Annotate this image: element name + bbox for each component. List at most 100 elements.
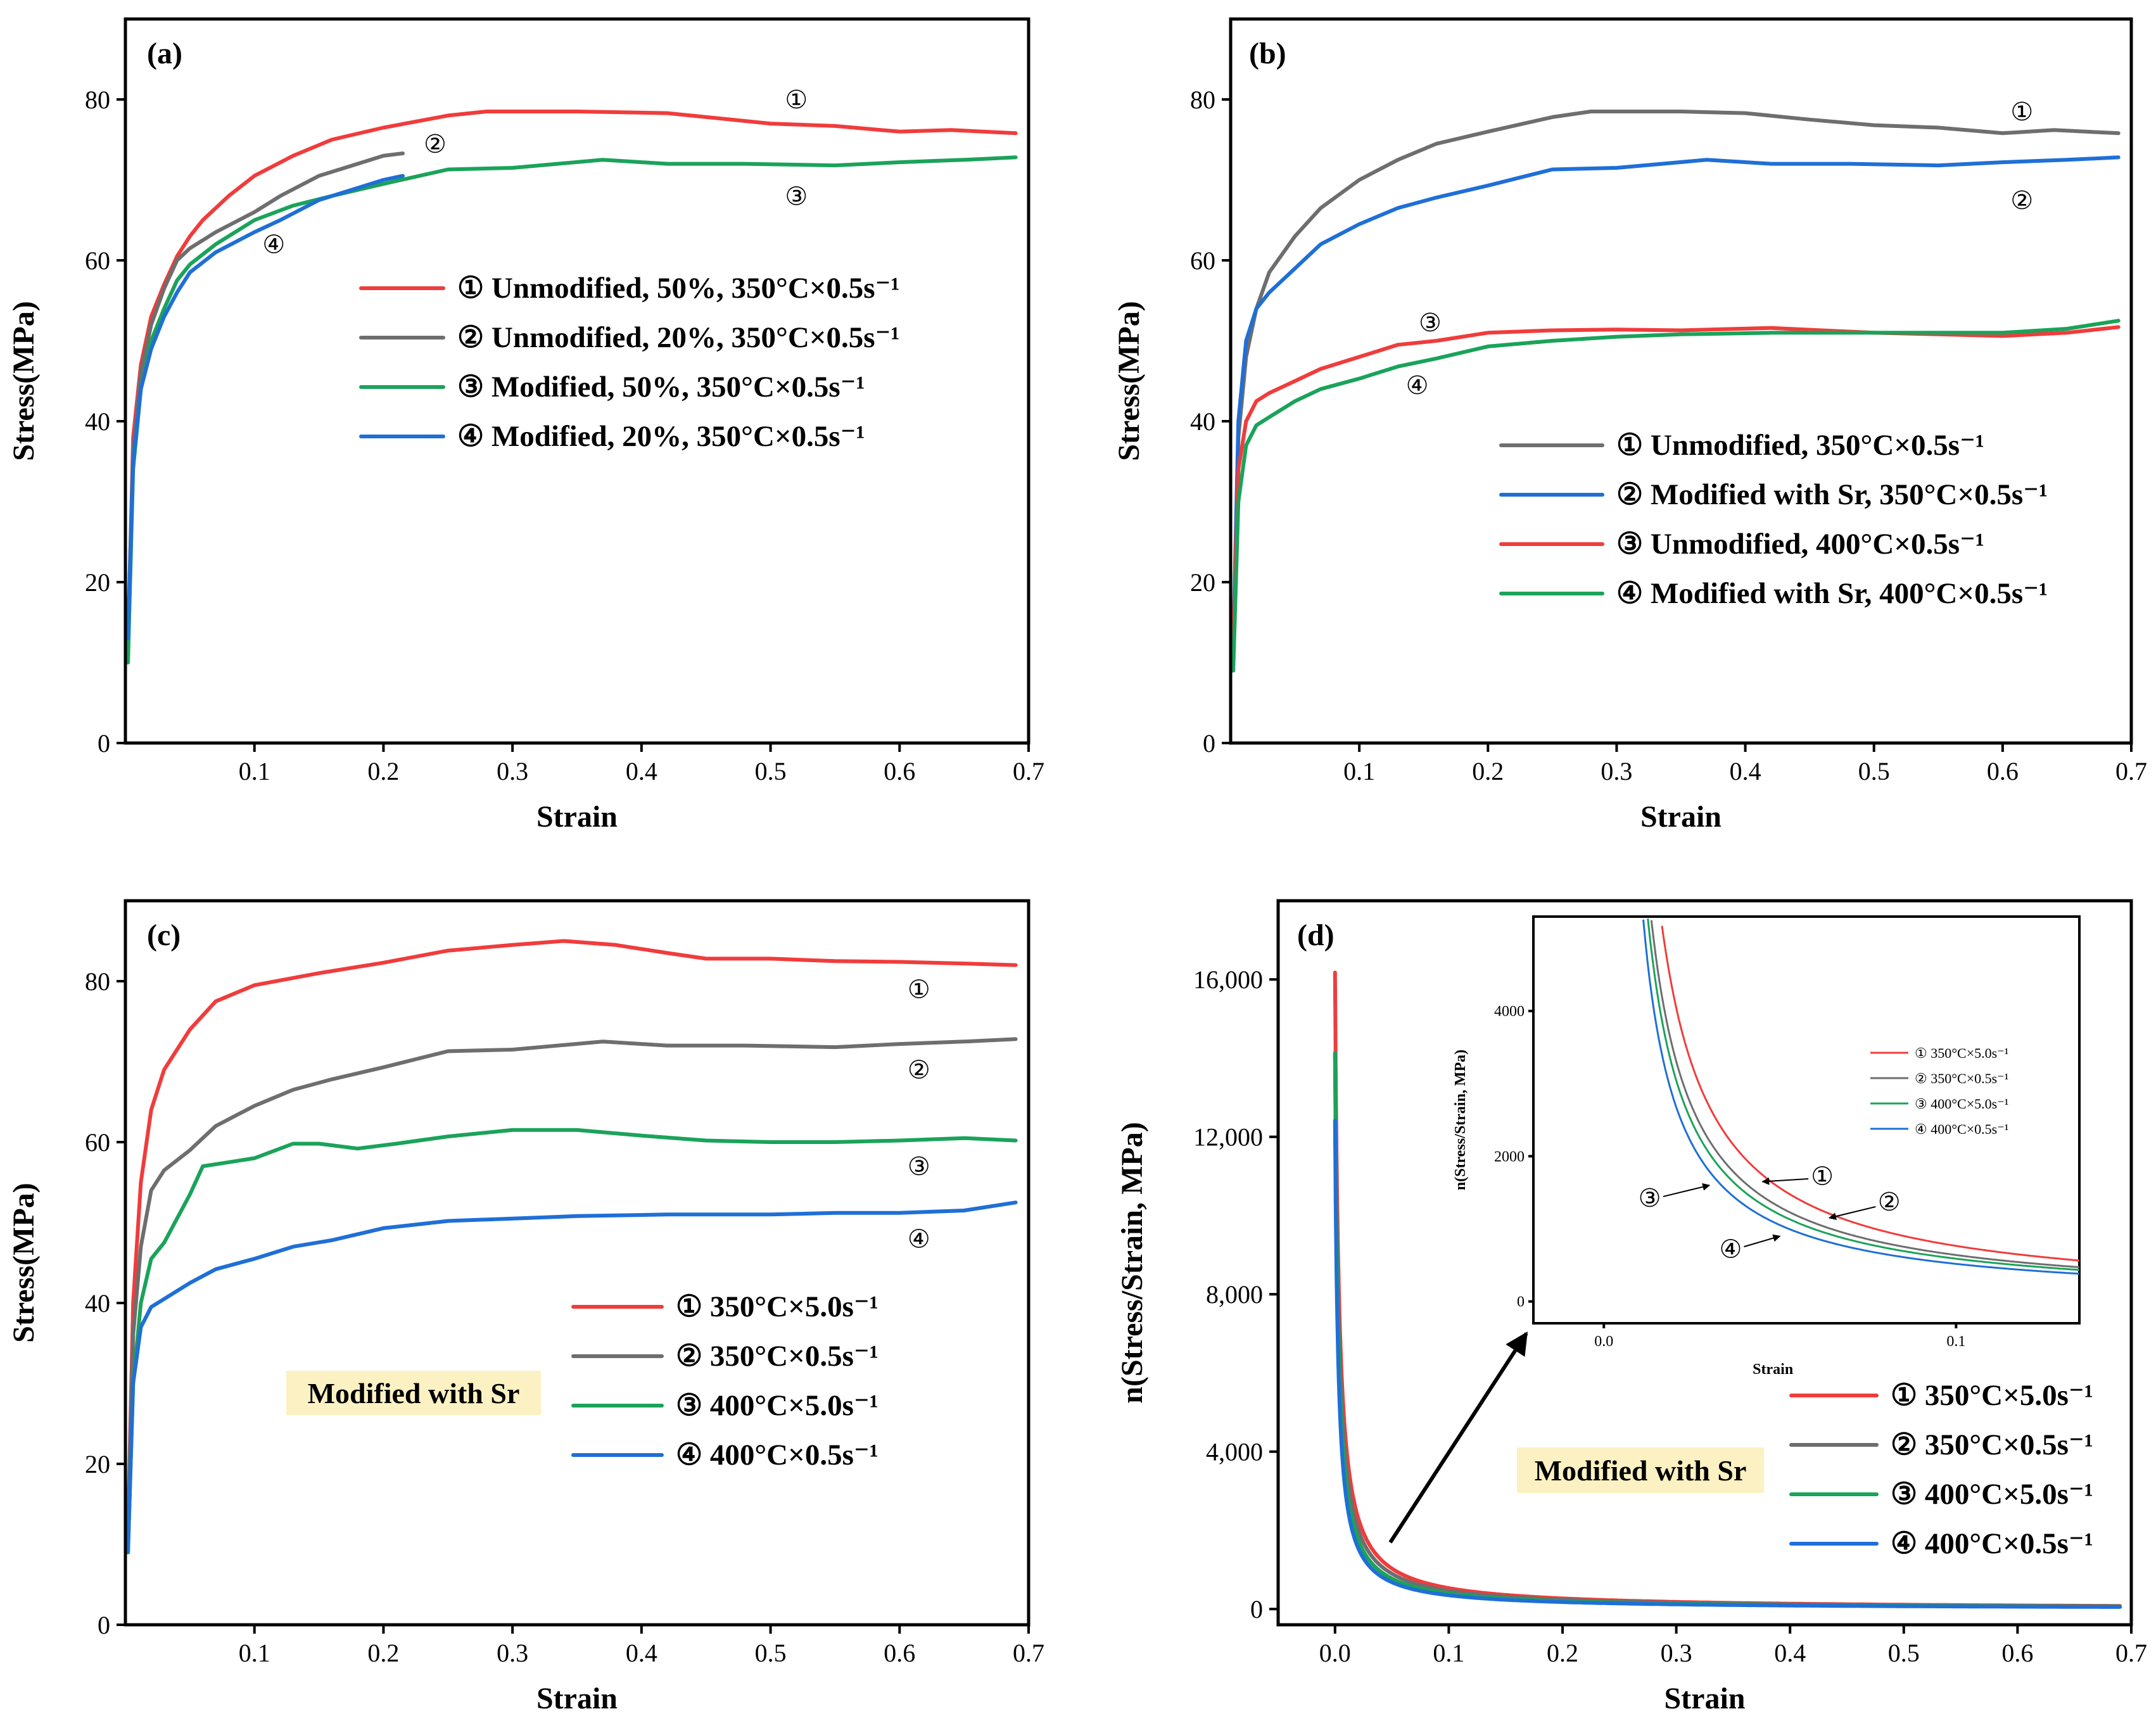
plot-frame [1229,17,2133,745]
zoom-arrow [1388,1331,1528,1544]
y-tick-label: 60 [85,246,110,275]
x-axis-label: Strain [1640,800,1722,834]
legend-entry-2: ② 350°C×0.5s⁻¹ [1891,1428,2093,1461]
panel-tag: (d) [1297,918,1335,952]
y-tick-label: 0 [1250,1595,1263,1624]
inset-marker-arrow-3 [1663,1183,1711,1197]
inset-marker-arrow-2 [1828,1206,1876,1221]
inset-series-line-2 [1650,920,2079,1268]
x-tick-label: 0.4 [626,757,657,785]
y-tick-label: 80 [85,967,110,996]
series-line-2 [126,151,405,633]
x-tick-label: 0.5 [755,757,787,785]
inset-y-tick-label: 0 [1517,1294,1525,1311]
y-tick-label: 40 [85,1289,110,1318]
x-tick-label: 0.1 [1343,757,1375,785]
legend-entry-4: ④ 400°C×0.5s⁻¹ [1891,1527,2093,1560]
legend-entry-3: ③ 400°C×5.0s⁻¹ [1891,1478,2093,1511]
curve-marker-3: ③ [908,1152,930,1181]
x-tick-label: 0.4 [1730,757,1761,785]
inset-curve-marker-4: ④ [1720,1235,1742,1263]
panel-d: 0.0 0.1 0.2 0.3 0.4 0.5 0.6 0.7 0 4,000 8,000 12,00… [1115,899,2147,1715]
curve-marker-3: ③ [785,182,808,210]
inset-plot-area [1642,918,2079,1275]
y-tick-label: 80 [85,86,110,114]
panel-a: 0.1 0.2 0.3 0.4 0.5 0.6 0.7 0 20 40 60 80 ① ② ③ ④ (a) Str… [7,17,1044,834]
x-tick-label: 0.3 [1661,1639,1692,1667]
y-tick-label: 0 [98,729,110,758]
x-tick-label: 0.7 [1013,757,1044,785]
plot-area [1231,110,2121,673]
plot-frame [1276,899,2133,1627]
x-tick-label: 0.5 [755,1639,787,1667]
legend-entry-1: ① Unmodified, 350°C×0.5s⁻¹ [1616,429,1984,462]
inset-marker-arrow-4 [1744,1234,1781,1248]
inset-series-line-3 [1647,918,2079,1271]
series-line-4 [126,174,405,640]
legend-entry-2: ② Modified with Sr, 350°C×0.5s⁻¹ [1616,478,2048,511]
series-line-3 [126,1128,1018,1554]
curve-marker-2: ② [908,1056,930,1084]
legend-entry-1: ① 350°C×5.0s⁻¹ [676,1290,878,1323]
curve-marker-3: ③ [1419,308,1442,337]
inset-x-tick-label: 0.0 [1594,1333,1613,1350]
x-tick-label: 0.0 [1319,1639,1351,1667]
curve-marker-2: ② [2010,186,2033,215]
curve-marker-1: ① [2010,98,2033,126]
x-tick-label: 0.5 [1858,757,1890,785]
inset-y-tick-label: 2000 [1494,1148,1525,1165]
inset-legend-entry-2: ② 350°C×0.5s⁻¹ [1915,1071,2008,1086]
inset-series-line-4 [1642,919,2079,1275]
y-axis-label: Stress(MPa) [7,1183,41,1342]
legend-entry-4: ④ Modified, 20%, 350°C×0.5s⁻¹ [457,420,865,453]
legend-entry-3: ③ 400°C×5.0s⁻¹ [676,1389,878,1422]
x-tick-label: 0.4 [626,1639,657,1667]
legend-entry-1: ① Unmodified, 50%, 350°C×0.5s⁻¹ [457,272,899,305]
y-tick-label: 40 [1190,407,1215,436]
panel-tag: (c) [147,918,181,952]
x-axis-label: Strain [536,800,618,834]
inset-y-tick-label: 4000 [1494,1003,1525,1020]
legend-entry-3: ③ Unmodified, 400°C×0.5s⁻¹ [1616,528,1984,561]
x-tick-label: 0.3 [497,757,528,785]
series-line-2 [1231,155,2121,649]
inset-marker-arrow-1 [1761,1177,1809,1185]
curve-marker-1: ① [908,976,930,1004]
y-axis-label: n(Stress/Strain, MPa) [1115,1122,1149,1403]
inset-chart: 0.0 0.1 0 2000 4000 ① ② ③ ④ Strain n(Stress/Strain… [1452,915,2081,1378]
y-tick-label: 16,000 [1193,965,1263,994]
x-tick-label: 0.6 [884,757,915,785]
x-tick-label: 0.3 [497,1639,528,1667]
inset-y-axis-label: n(Stress/Strain, MPa) [1452,1050,1469,1190]
annotation-text: Modified with Sr [308,1377,520,1409]
legend-entry-4: ④ 400°C×0.5s⁻¹ [676,1439,878,1471]
series-line-1 [126,110,1018,649]
y-tick-label: 0 [98,1611,110,1639]
legend-entry-2: ② 350°C×0.5s⁻¹ [676,1340,878,1373]
inset-frame [1532,915,2081,1325]
x-tick-label: 0.2 [367,1639,399,1667]
series-line-1 [1231,110,2121,649]
series-line-4 [126,1200,1018,1554]
inset-curve-marker-3: ③ [1639,1184,1661,1212]
x-axis-label: Strain [536,1682,618,1715]
panel-b: 0.1 0.2 0.3 0.4 0.5 0.6 0.7 0 20 40 60 80 ① ② ③ ④ (b) Str… [1112,17,2147,834]
inset-curve-marker-2: ② [1878,1188,1901,1216]
x-tick-label: 0.6 [884,1639,915,1667]
annotation-box [286,1371,541,1415]
x-axis-label: Strain [1664,1682,1745,1715]
annotation-box [1517,1447,1764,1493]
curve-marker-4: ④ [262,231,285,259]
x-tick-label: 0.6 [2001,1639,2033,1667]
plot-area [126,939,1018,1554]
legend-entry-3: ③ Modified, 50%, 350°C×0.5s⁻¹ [457,371,865,404]
inset-x-axis-label: Strain [1753,1361,1793,1378]
y-tick-label: 60 [1190,246,1215,275]
x-tick-label: 0.3 [1601,757,1632,785]
curve-marker-2: ② [424,130,447,158]
y-tick-label: 80 [1190,86,1215,114]
legend-entry-1: ① 350°C×5.0s⁻¹ [1891,1379,2093,1412]
x-tick-label: 0.7 [2115,757,2147,785]
inset-legend-entry-1: ① 350°C×5.0s⁻¹ [1915,1045,2008,1061]
